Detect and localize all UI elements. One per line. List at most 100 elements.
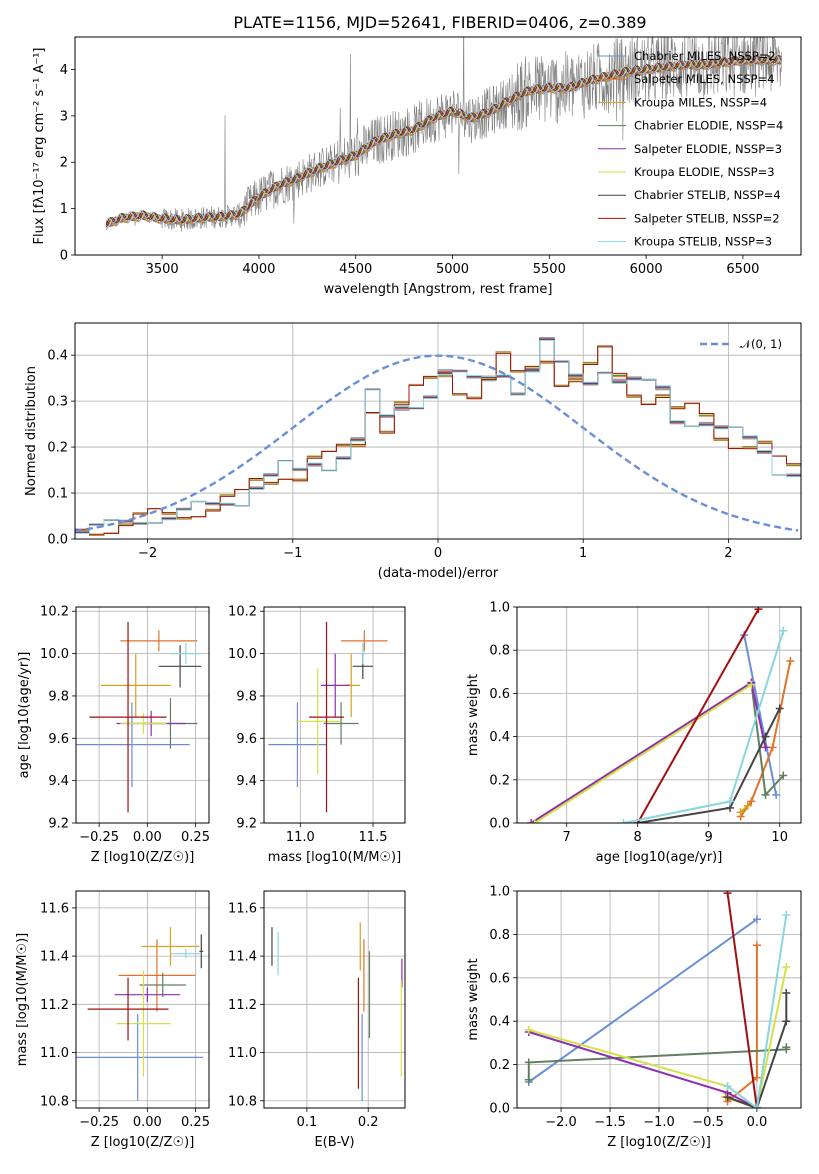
- y-tick-label: 0.2: [489, 773, 510, 788]
- mass-weight-line: [528, 918, 758, 1083]
- y-tick-label: 11.2: [40, 998, 69, 1013]
- x-axis-label: Z [log10(Z/Z☉)]: [91, 850, 195, 865]
- plus-marker: [726, 797, 734, 806]
- plus-marker: [752, 1104, 761, 1108]
- x-tick-label: 11.0: [286, 830, 315, 845]
- y-tick-label: 11.4: [40, 950, 69, 965]
- mass-weight-line: [623, 630, 785, 823]
- y-tick-label: 9.6: [48, 732, 69, 747]
- y-tick-label: 9.6: [236, 732, 257, 747]
- legend-label: Salpeter STELIB, NSSP=2: [634, 211, 780, 225]
- x-axis-label: age [log10(age/yr)]: [596, 850, 723, 865]
- mass-weight-line: [527, 1047, 788, 1080]
- x-tick-label: 0.25: [181, 1115, 210, 1130]
- x-axis-label: E(B-V): [314, 1135, 354, 1150]
- plot-frame: [263, 606, 406, 824]
- y-tick-label: 9.4: [48, 774, 69, 789]
- y-tick-label: 0.3: [47, 395, 68, 410]
- y-tick-label: 4: [60, 63, 68, 78]
- legend-label: Kroupa ELODIE, NSSP=3: [634, 165, 775, 179]
- plot-frame: [74, 36, 802, 256]
- x-tick-label: 11.5: [359, 830, 388, 845]
- x-tick-label: 3500: [146, 262, 179, 277]
- legend-label: Kroupa STELIB, NSSP=3: [634, 235, 772, 249]
- y-tick-label: 1.0: [489, 885, 510, 900]
- model-fit-line: [105, 55, 782, 227]
- mass_vs_ebv-panel: 0.1 0.2 10.8 11.0 11.2 11.4 11.6 E(B-V): [228, 890, 406, 1150]
- plus-marker: [768, 743, 777, 752]
- residuals-panel: −2 −1 0 1 2 0.0 0.1 0.2 0.3 0.4 (data-model)/error…: [24, 322, 802, 581]
- histogram-step-line: [75, 339, 801, 534]
- y-tick-label: 11.0: [40, 1046, 69, 1061]
- x-tick-label: 6000: [630, 262, 663, 277]
- y-tick-label: 10.2: [228, 605, 257, 620]
- x-tick-label: 9: [705, 830, 713, 845]
- y-axis-label: mass weight: [466, 958, 481, 1040]
- y-tick-label: 9.8: [236, 689, 257, 704]
- plus-marker: [723, 1093, 732, 1102]
- mass-weight-line: [743, 634, 778, 796]
- x-tick-label: 4000: [242, 262, 275, 277]
- x-tick-label: 0: [434, 546, 442, 561]
- y-tick-label: 10.0: [40, 647, 69, 662]
- plus-marker: [761, 732, 770, 741]
- plus-marker: [772, 790, 781, 799]
- y-tick-label: 10.2: [40, 605, 69, 620]
- x-tick-label: −2.0: [545, 1115, 577, 1130]
- plot-frame: [75, 890, 210, 1109]
- histogram-step-line: [75, 338, 801, 533]
- legend-label: Chabrier STELIB, NSSP=4: [634, 188, 781, 202]
- x-tick-label: 6500: [726, 262, 759, 277]
- histogram-step-line: [75, 345, 801, 535]
- plus-marker: [723, 891, 732, 898]
- plus-marker: [761, 743, 770, 752]
- massweight_vs_Z-panel: −2.0 −1.5 −1.0 −0.5 0.0 0.0 0.2 0.4 0.6 0.8 1.0 Z […: [466, 885, 802, 1150]
- y-tick-label: 0.4: [489, 1015, 510, 1030]
- y-tick-label: 9.2: [236, 817, 257, 832]
- histogram-step-line: [75, 339, 801, 534]
- y-tick-label: 0.8: [489, 644, 510, 659]
- model-fit-line: [105, 54, 782, 224]
- plus-marker: [782, 1017, 791, 1026]
- y-tick-label: 0.8: [489, 928, 510, 943]
- x-tick-label: −0.5: [692, 1115, 724, 1130]
- model-fit-line: [105, 54, 782, 226]
- figure-title: PLATE=1156, MJD=52641, FIBERID=0406, z=0…: [233, 13, 646, 32]
- plus-marker: [527, 819, 536, 823]
- x-tick-label: 0.00: [133, 1115, 162, 1130]
- legend-label: Salpeter ELODIE, NSSP=3: [634, 142, 782, 156]
- x-tick-label: 2: [724, 546, 732, 561]
- plus-marker: [747, 680, 756, 689]
- mass-weight-line: [636, 608, 760, 823]
- histogram-step-line: [75, 337, 801, 533]
- mass-weight-line: [534, 683, 752, 823]
- plus-marker: [782, 962, 791, 971]
- legend-label: Chabrier MILES, NSSP=2: [634, 49, 776, 63]
- y-axis-label: mass [log10(M/M☉)]: [15, 933, 30, 1066]
- plus-marker: [524, 1075, 533, 1084]
- plus-marker: [754, 607, 763, 614]
- x-tick-label: 4500: [339, 262, 372, 277]
- y-tick-label: 3: [60, 109, 68, 124]
- y-tick-label: 0.4: [47, 349, 68, 364]
- x-tick-label: −0.25: [79, 1115, 119, 1130]
- x-axis-label: wavelength [Angstrom, rest frame]: [324, 282, 553, 297]
- y-tick-label: 0.0: [489, 1102, 510, 1117]
- plot-frame: [516, 606, 802, 824]
- x-tick-label: 8: [634, 830, 642, 845]
- y-tick-label: 11.2: [228, 998, 257, 1013]
- y-tick-label: 9.2: [48, 817, 69, 832]
- y-tick-label: 9.4: [236, 774, 257, 789]
- x-tick-label: 0.1: [297, 1115, 318, 1130]
- y-tick-label: 0.1: [47, 487, 68, 502]
- x-tick-label: 0.2: [358, 1115, 379, 1130]
- plus-marker: [779, 771, 788, 780]
- y-tick-label: 11.6: [40, 901, 69, 916]
- y-tick-label: 0.0: [47, 533, 68, 548]
- mass-weight-line: [726, 893, 758, 1108]
- plus-marker: [782, 988, 791, 997]
- x-tick-label: 10: [771, 830, 788, 845]
- y-axis-label: mass weight: [466, 674, 481, 756]
- y-tick-label: 11.6: [228, 901, 257, 916]
